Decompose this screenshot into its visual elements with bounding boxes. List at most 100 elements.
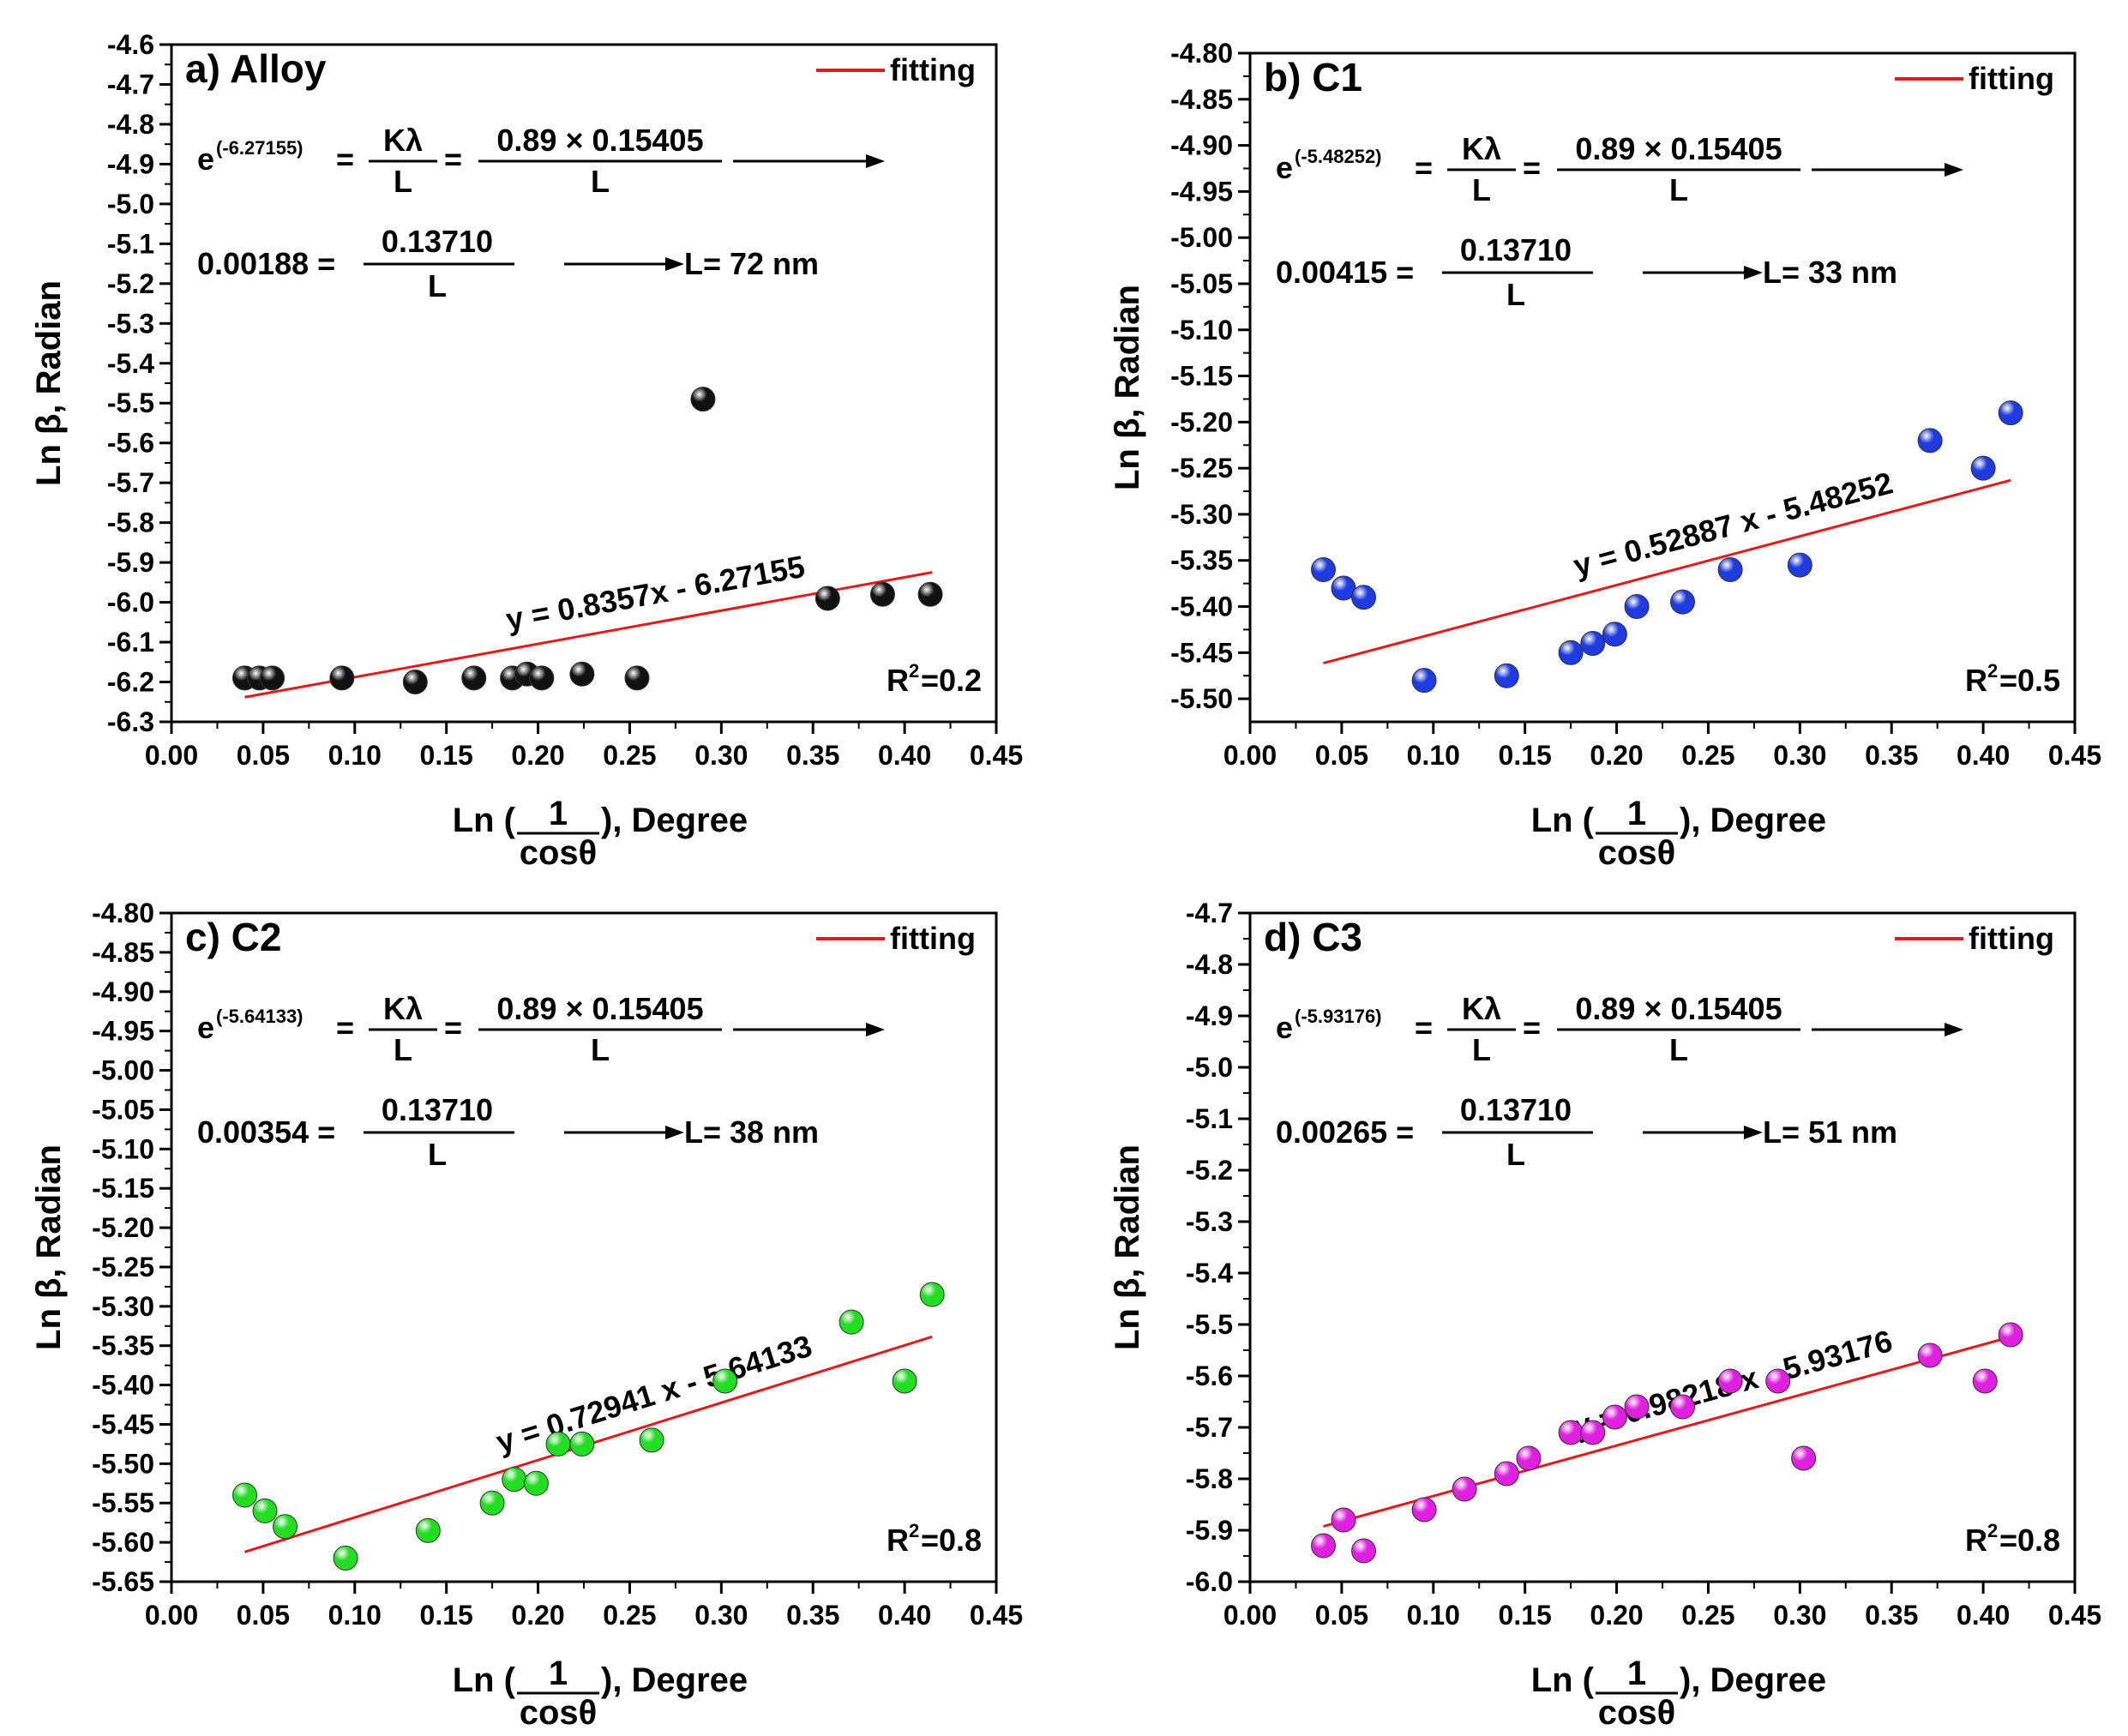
x-tick-label: 0.35: [1865, 740, 1918, 771]
data-point: [917, 581, 943, 607]
y-tick-label: -5.35: [92, 1331, 154, 1361]
x-tick-label: 0.40: [1957, 1600, 2010, 1631]
panel-3: -4.80 -4.85 -4.90 -4.95 -5.00 -5.05 -5.10 -5.15…: [30, 898, 1023, 1732]
x-tick-label: 0.10: [328, 1600, 382, 1631]
eq1-denominator-2: L: [1669, 1032, 1688, 1067]
eq1-exponent: (-5.64133): [216, 1006, 304, 1027]
y-tick-label: -5.50: [1170, 683, 1233, 714]
y-tick-label: -5.2: [1186, 1155, 1233, 1186]
data-point: [1602, 622, 1627, 647]
y-tick-label: -4.80: [92, 898, 154, 928]
x-tick-label: 0.45: [970, 740, 1023, 771]
data-point: [1494, 663, 1519, 688]
x-tick-label: 0.00: [145, 1600, 198, 1631]
data-point: [1580, 1420, 1606, 1445]
eq1-exponent: (-6.27155): [216, 137, 304, 159]
y-tick-label: -5.4: [1186, 1258, 1233, 1288]
data-point: [919, 1282, 945, 1307]
y-tick-label: -6.0: [1186, 1566, 1233, 1597]
y-tick-label: -5.25: [92, 1252, 154, 1282]
y-axis-title: Ln β, Radian: [30, 1144, 68, 1350]
panel-4: -4.7 -4.8 -4.9 -5.0 -5.1 -5.2 -5.3 -5.4 -5.5 -5.6…: [1109, 898, 2101, 1732]
y-tick-label: -4.85: [92, 937, 154, 968]
data-point: [260, 665, 286, 691]
x-tick-label: 0.40: [878, 740, 931, 771]
x-axis-title-prefix: Ln (: [1531, 802, 1595, 839]
eq1-exponent: (-5.93176): [1295, 1006, 1382, 1027]
data-point: [273, 1514, 298, 1540]
eq1-base: e: [197, 1010, 214, 1045]
data-point: [712, 1368, 738, 1394]
y-tick-label: -5.60: [92, 1527, 154, 1558]
y-tick-label: -5.3: [107, 308, 154, 339]
eq2-result: L= 72 nm: [684, 246, 819, 281]
eq2-numerator: 0.13710: [1460, 232, 1572, 267]
eq1-numerator-2: 0.89 × 0.15405: [1575, 131, 1782, 166]
y-tick-label: -4.95: [1170, 176, 1233, 207]
data-point: [529, 665, 555, 691]
eq2-denominator: L: [428, 268, 447, 303]
eq2-denominator: L: [1506, 1137, 1525, 1172]
y-tick-label: -5.9: [107, 547, 154, 578]
eq1-equals-2: =: [444, 141, 462, 177]
data-point: [1411, 668, 1437, 694]
y-tick-label: -5.0: [107, 189, 154, 219]
x-tick-label: 0.10: [1407, 1600, 1460, 1631]
eq2-lhs: 0.00354 =: [197, 1114, 335, 1150]
eq1-base: e: [197, 141, 214, 177]
y-tick-label: -5.65: [92, 1566, 154, 1597]
eq1-numerator-1: Kλ: [383, 123, 423, 158]
x-tick-label: 0.05: [1315, 1600, 1368, 1631]
data-point: [545, 1431, 571, 1457]
x-tick-label: 0.15: [420, 1600, 473, 1631]
eq2-lhs: 0.00188 =: [197, 246, 335, 281]
y-tick-label: -5.05: [1170, 268, 1233, 299]
y-tick-label: -5.05: [92, 1094, 154, 1125]
y-tick-label: -5.7: [107, 467, 154, 498]
panel-label: a) Alloy: [185, 46, 327, 91]
fit-line: [1323, 1336, 2011, 1528]
data-point: [690, 387, 716, 412]
y-tick-label: -5.40: [92, 1370, 154, 1401]
legend-label: fitting: [890, 52, 976, 87]
x-axis-title-denominator: cosθ: [520, 1694, 598, 1732]
y-tick-label: -4.7: [1186, 898, 1233, 928]
y-tick-label: -5.2: [107, 268, 154, 299]
data-point: [1998, 1322, 2023, 1348]
data-point: [1970, 455, 1996, 481]
y-tick-label: -6.1: [107, 627, 154, 658]
eq1-numerator-1: Kλ: [1462, 131, 1501, 166]
y-tick-label: -4.85: [1170, 84, 1233, 115]
y-tick-label: -5.40: [1170, 592, 1233, 622]
eq2-arrow-head: [665, 1126, 684, 1139]
eq1-base: e: [1276, 1010, 1293, 1045]
eq1-denominator-2: L: [591, 1032, 610, 1067]
r2-value: =0.8: [1999, 1523, 2060, 1558]
data-point: [1670, 1394, 1696, 1420]
data-point: [1452, 1476, 1477, 1502]
y-tick-label: -5.20: [1170, 406, 1233, 437]
data-point: [1717, 1368, 1743, 1394]
y-tick-label: -5.35: [1170, 545, 1233, 576]
y-tick-label: -4.90: [1170, 130, 1233, 161]
x-tick-label: 0.30: [1773, 1600, 1826, 1631]
y-tick-label: -5.6: [107, 428, 154, 459]
r2-value: =0.2: [921, 663, 982, 698]
fit-line: [1323, 478, 2011, 664]
x-axis-title-numerator: 1: [1627, 1655, 1646, 1692]
data-point: [479, 1490, 505, 1516]
data-point: [1765, 1368, 1791, 1394]
eq1-arrow-head: [1945, 1023, 1963, 1036]
x-tick-label: 0.30: [1773, 740, 1826, 771]
data-point: [329, 665, 355, 691]
x-axis-title-denominator: cosθ: [1598, 1694, 1676, 1732]
r2-value: =0.8: [921, 1523, 982, 1558]
eq2-lhs: 0.00265 =: [1276, 1114, 1414, 1150]
x-tick-label: 0.00: [1223, 1600, 1277, 1631]
x-axis-title-prefix: Ln (: [1531, 1661, 1595, 1699]
y-tick-label: -4.9: [107, 148, 154, 179]
data-point: [1917, 1343, 1943, 1368]
r2-superscript: 2: [1987, 1520, 1998, 1541]
x-tick-label: 0.05: [237, 1600, 290, 1631]
y-tick-label: -4.90: [92, 976, 154, 1007]
